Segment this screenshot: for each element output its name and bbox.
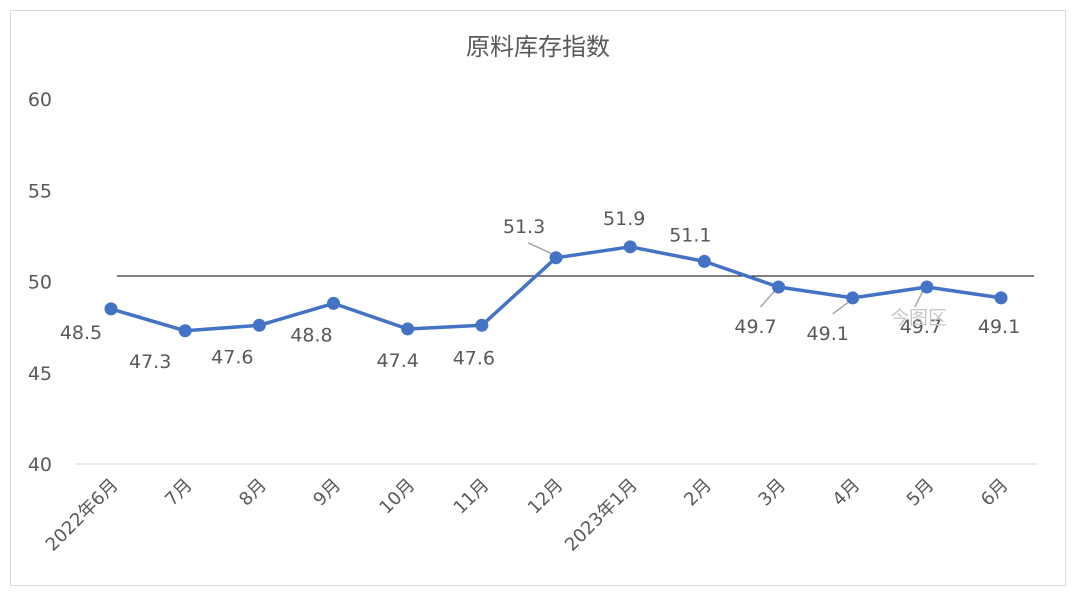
y-axis-labels: 40 45 50 55 60 xyxy=(28,89,52,476)
data-label: 49.7 xyxy=(900,316,942,338)
x-tick-label: 2023年1月 xyxy=(561,475,642,556)
data-point xyxy=(327,296,341,310)
data-point xyxy=(994,291,1008,305)
x-tick-label: 11月 xyxy=(450,475,494,519)
data-label: 49.1 xyxy=(807,323,849,345)
leader-line xyxy=(914,290,924,308)
data-label: 51.1 xyxy=(669,224,711,246)
data-point xyxy=(104,302,118,316)
data-point xyxy=(252,318,266,332)
data-label: 47.6 xyxy=(453,347,495,369)
x-tick-label: 3月 xyxy=(754,475,790,511)
y-tick-label: 45 xyxy=(28,363,52,385)
data-label: 49.7 xyxy=(734,316,776,338)
x-tick-label: 6月 xyxy=(977,475,1013,511)
y-tick-label: 40 xyxy=(28,454,52,476)
data-point xyxy=(549,251,563,265)
chart-title: 原料库存指数 xyxy=(466,33,610,61)
leader-line xyxy=(832,301,850,315)
x-tick-label: 8月 xyxy=(235,475,271,511)
x-tick-label: 5月 xyxy=(903,475,939,511)
x-tick-label: 7月 xyxy=(161,475,197,511)
data-label: 47.4 xyxy=(377,350,419,372)
data-point xyxy=(920,280,934,294)
y-tick-label: 60 xyxy=(28,89,52,111)
data-point xyxy=(772,280,786,294)
data-label: 48.8 xyxy=(290,324,332,346)
data-label: 51.9 xyxy=(603,208,645,230)
watermark: 今图区 xyxy=(890,307,947,329)
data-label: 48.5 xyxy=(60,322,102,344)
x-tick-label: 10月 xyxy=(375,475,419,519)
data-label: 47.3 xyxy=(129,351,171,373)
data-point xyxy=(697,254,711,268)
x-tick-label: 9月 xyxy=(309,475,345,511)
y-tick-label: 50 xyxy=(28,272,52,294)
data-point xyxy=(846,291,860,305)
data-point xyxy=(475,318,489,332)
data-point xyxy=(401,322,415,336)
data-label: 51.3 xyxy=(503,216,545,238)
x-tick-label: 4月 xyxy=(829,475,865,511)
data-markers xyxy=(104,240,1008,338)
data-point xyxy=(623,240,637,254)
data-label: 47.6 xyxy=(211,346,253,368)
data-label: 49.1 xyxy=(978,316,1020,338)
leader-line xyxy=(759,290,776,308)
leader-lines xyxy=(527,242,924,315)
data-labels: 48.5 47.3 47.6 48.8 47.4 47.6 51.3 51.9 51.1 49.7… xyxy=(60,208,1020,373)
x-tick-label: 2022年6月 xyxy=(42,475,123,556)
y-tick-label: 55 xyxy=(28,180,52,202)
x-tick-label: 2月 xyxy=(680,475,716,511)
leader-line xyxy=(527,242,553,255)
chart-frame xyxy=(10,10,1066,586)
x-tick-label: 12月 xyxy=(524,475,568,519)
data-point xyxy=(178,324,192,338)
